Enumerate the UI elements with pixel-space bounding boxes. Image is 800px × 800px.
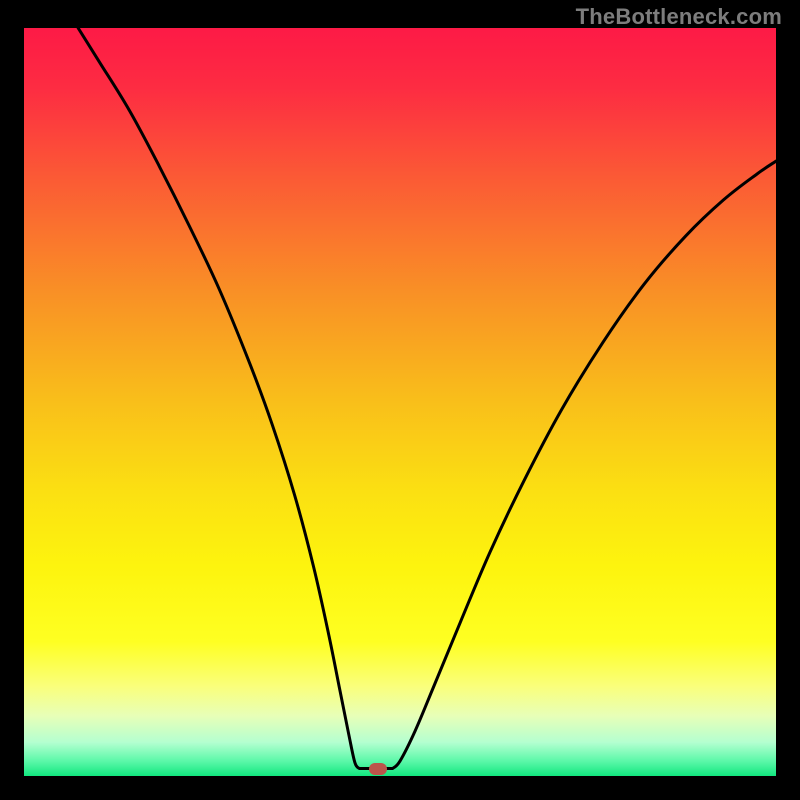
optimal-marker xyxy=(369,763,387,775)
watermark-text: TheBottleneck.com xyxy=(576,4,782,30)
chart-frame: TheBottleneck.com xyxy=(0,0,800,800)
plot-area xyxy=(24,28,776,776)
bottleneck-curve xyxy=(24,28,776,776)
